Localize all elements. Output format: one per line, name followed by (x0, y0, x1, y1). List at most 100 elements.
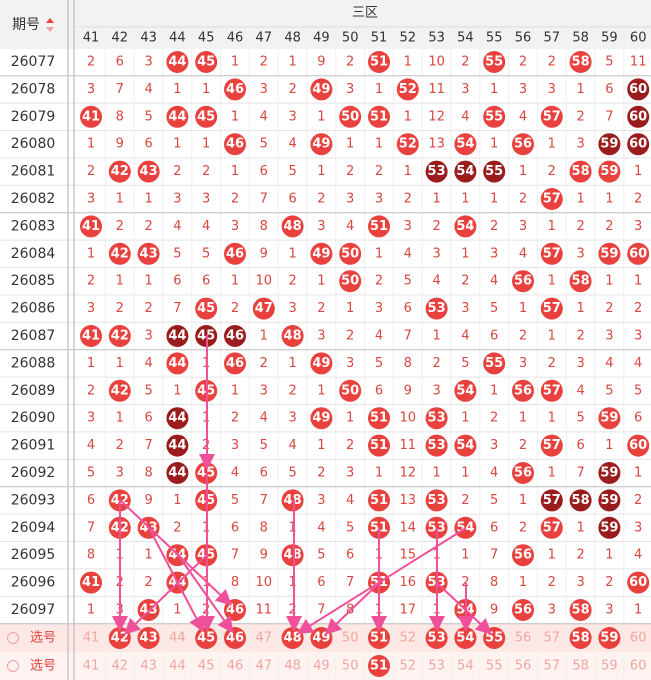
select-number[interactable]: 50 (342, 659, 359, 674)
select-number[interactable]: 57 (544, 631, 561, 646)
hit-ball (512, 544, 534, 567)
period: 26096 (11, 575, 56, 591)
select-number[interactable]: 53 (428, 631, 446, 646)
select-number[interactable]: 48 (284, 659, 301, 674)
miss-count: 3 (375, 301, 383, 316)
hit-number: 44 (168, 329, 186, 344)
sort-icon[interactable] (46, 18, 54, 23)
hit-number: 56 (514, 383, 532, 398)
miss-count: 3 (231, 438, 239, 453)
miss-count: 6 (634, 411, 642, 426)
miss-count: 3 (116, 466, 124, 481)
radio[interactable] (7, 632, 19, 644)
period-header[interactable]: 期号 (12, 17, 40, 33)
miss-count: 1 (605, 192, 613, 207)
miss-count: 7 (260, 192, 268, 207)
select-number[interactable]: 43 (140, 631, 158, 646)
select-number[interactable]: 47 (256, 631, 273, 646)
select-number[interactable]: 46 (227, 659, 244, 674)
select-number[interactable]: 54 (457, 659, 474, 674)
select-number[interactable]: 51 (370, 659, 388, 674)
select-number[interactable]: 60 (630, 659, 647, 674)
miss-count: 3 (87, 82, 95, 97)
select-number[interactable]: 58 (572, 631, 590, 646)
hit-number: 47 (255, 301, 273, 316)
select-number[interactable]: 56 (515, 631, 532, 646)
select-number[interactable]: 54 (456, 631, 474, 646)
select-number[interactable]: 58 (572, 659, 589, 674)
hit-ball (195, 105, 218, 128)
select-number[interactable]: 44 (169, 659, 186, 674)
miss-count: 1 (519, 411, 527, 426)
select-number[interactable]: 41 (83, 659, 100, 674)
miss-count: 1 (605, 438, 613, 453)
select-number[interactable]: 53 (428, 659, 445, 674)
miss-count: 8 (144, 466, 152, 481)
hit-ball (166, 462, 189, 484)
miss-count: 9 (260, 548, 268, 563)
miss-count: 2 (519, 55, 527, 70)
select-number[interactable]: 44 (169, 631, 186, 646)
miss-count: 2 (519, 329, 527, 344)
hit-number: 58 (572, 274, 590, 289)
miss-count: 10 (256, 575, 273, 590)
select-number[interactable]: 55 (486, 659, 503, 674)
select-number[interactable]: 49 (313, 659, 330, 674)
column-label: 43 (140, 31, 157, 46)
miss-count: 4 (87, 438, 95, 453)
select-number[interactable]: 45 (198, 659, 215, 674)
select-number[interactable]: 50 (342, 631, 359, 646)
hit-ball (166, 105, 189, 128)
miss-count: 1 (432, 192, 440, 207)
select-number[interactable]: 41 (83, 631, 100, 646)
select-number[interactable]: 52 (400, 631, 417, 646)
hit-ball (339, 379, 362, 402)
select-number[interactable]: 59 (600, 631, 618, 646)
hit-ball (80, 571, 102, 594)
select-number[interactable]: 47 (256, 659, 273, 674)
miss-count: 3 (346, 192, 354, 207)
miss-count: 3 (634, 520, 642, 535)
select-number[interactable]: 45 (197, 631, 215, 646)
miss-count: 1 (116, 274, 124, 289)
hit-ball (281, 489, 304, 512)
hit-number: 46 (226, 603, 244, 618)
hit-number: 59 (600, 466, 618, 481)
select-number[interactable]: 43 (140, 659, 157, 674)
select-number[interactable]: 48 (284, 631, 302, 646)
miss-count: 14 (400, 520, 417, 535)
miss-count: 1 (346, 137, 354, 152)
miss-count: 3 (432, 383, 440, 398)
miss-count: 1 (231, 109, 239, 124)
hit-ball (368, 407, 390, 430)
select-number[interactable]: 52 (400, 659, 417, 674)
hit-ball (569, 51, 592, 73)
select-number[interactable]: 59 (601, 659, 618, 674)
select-number[interactable]: 60 (630, 631, 647, 646)
select-number[interactable]: 46 (226, 631, 244, 646)
select-number[interactable]: 55 (485, 631, 503, 646)
miss-count: 1 (576, 301, 584, 316)
select-number[interactable]: 42 (111, 631, 129, 646)
column-label: 49 (313, 31, 330, 46)
miss-count: 3 (404, 219, 412, 234)
hit-ball (483, 105, 506, 128)
hit-number: 58 (572, 603, 590, 618)
hit-ball (166, 325, 189, 347)
miss-count: 3 (605, 329, 613, 344)
miss-count: 1 (490, 137, 498, 152)
miss-count: 3 (490, 438, 498, 453)
miss-count: 10 (428, 55, 445, 70)
miss-count: 4 (260, 109, 268, 124)
select-number[interactable]: 51 (370, 631, 388, 646)
period: 26093 (11, 492, 56, 508)
select-number[interactable]: 49 (312, 631, 330, 646)
select-number[interactable]: 57 (544, 659, 561, 674)
period: 26081 (11, 164, 56, 180)
select-number[interactable]: 56 (515, 659, 532, 674)
select-number[interactable]: 42 (112, 659, 129, 674)
miss-count: 3 (317, 329, 325, 344)
radio[interactable] (7, 660, 19, 672)
miss-count: 6 (116, 55, 124, 70)
hit-number: 56 (514, 466, 532, 481)
